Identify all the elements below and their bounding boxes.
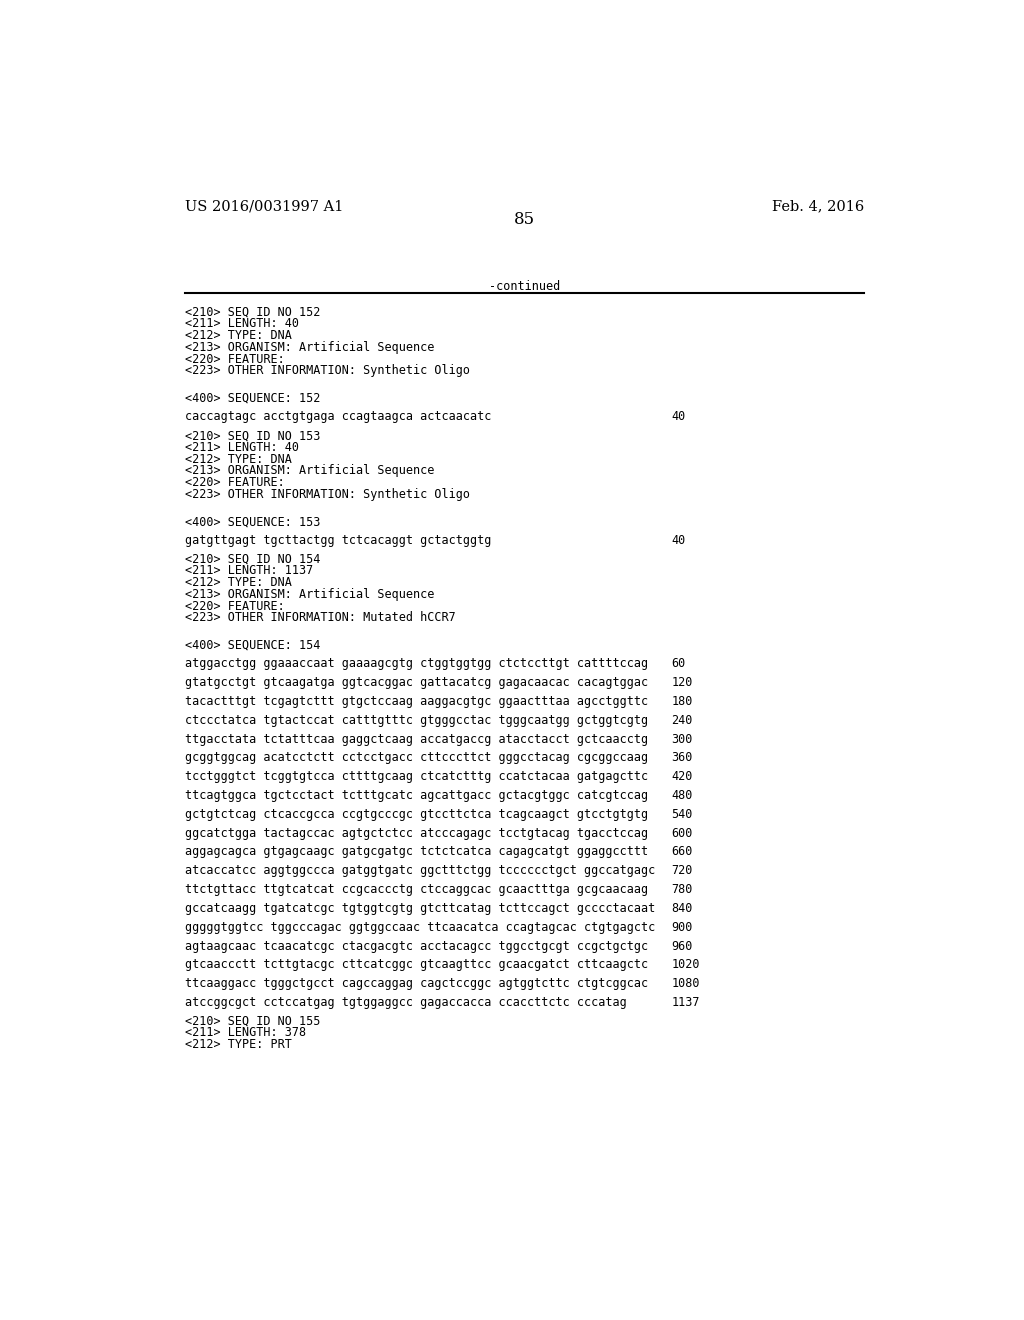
Text: <223> OTHER INFORMATION: Synthetic Oligo: <223> OTHER INFORMATION: Synthetic Oligo — [185, 364, 470, 378]
Text: 480: 480 — [672, 789, 693, 803]
Text: agtaagcaac tcaacatcgc ctacgacgtc acctacagcc tggcctgcgt ccgctgctgc: agtaagcaac tcaacatcgc ctacgacgtc acctaca… — [185, 940, 648, 953]
Text: 40: 40 — [672, 411, 686, 424]
Text: <223> OTHER INFORMATION: Mutated hCCR7: <223> OTHER INFORMATION: Mutated hCCR7 — [185, 611, 456, 624]
Text: 1020: 1020 — [672, 958, 700, 972]
Text: 1080: 1080 — [672, 977, 700, 990]
Text: 40: 40 — [672, 535, 686, 546]
Text: ggcatctgga tactagccac agtgctctcc atcccagagc tcctgtacag tgacctccag: ggcatctgga tactagccac agtgctctcc atcccag… — [185, 826, 648, 840]
Text: gatgttgagt tgcttactgg tctcacaggt gctactggtg: gatgttgagt tgcttactgg tctcacaggt gctactg… — [185, 535, 492, 546]
Text: <213> ORGANISM: Artificial Sequence: <213> ORGANISM: Artificial Sequence — [185, 465, 434, 478]
Text: 840: 840 — [672, 902, 693, 915]
Text: <211> LENGTH: 40: <211> LENGTH: 40 — [185, 318, 299, 330]
Text: 540: 540 — [672, 808, 693, 821]
Text: <400> SEQUENCE: 154: <400> SEQUENCE: 154 — [185, 639, 321, 652]
Text: 120: 120 — [672, 676, 693, 689]
Text: gctgtctcag ctcaccgcca ccgtgcccgc gtccttctca tcagcaagct gtcctgtgtg: gctgtctcag ctcaccgcca ccgtgcccgc gtccttc… — [185, 808, 648, 821]
Text: <210> SEQ ID NO 153: <210> SEQ ID NO 153 — [185, 429, 321, 442]
Text: gtatgcctgt gtcaagatga ggtcacggac gattacatcg gagacaacac cacagtggac: gtatgcctgt gtcaagatga ggtcacggac gattaca… — [185, 676, 648, 689]
Text: 1137: 1137 — [672, 995, 700, 1008]
Text: -continued: -continued — [489, 280, 560, 293]
Text: 180: 180 — [672, 696, 693, 708]
Text: aggagcagca gtgagcaagc gatgcgatgc tctctcatca cagagcatgt ggaggccttt: aggagcagca gtgagcaagc gatgcgatgc tctctca… — [185, 846, 648, 858]
Text: 85: 85 — [514, 211, 536, 228]
Text: Feb. 4, 2016: Feb. 4, 2016 — [772, 199, 864, 213]
Text: <211> LENGTH: 1137: <211> LENGTH: 1137 — [185, 565, 313, 577]
Text: <212> TYPE: DNA: <212> TYPE: DNA — [185, 576, 292, 589]
Text: 660: 660 — [672, 846, 693, 858]
Text: 900: 900 — [672, 920, 693, 933]
Text: 600: 600 — [672, 826, 693, 840]
Text: tcctgggtct tcggtgtcca cttttgcaag ctcatctttg ccatctacaa gatgagcttc: tcctgggtct tcggtgtcca cttttgcaag ctcatct… — [185, 771, 648, 783]
Text: ttcaaggacc tgggctgcct cagccaggag cagctccggc agtggtcttc ctgtcggcac: ttcaaggacc tgggctgcct cagccaggag cagctcc… — [185, 977, 648, 990]
Text: ttctgttacc ttgtcatcat ccgcaccctg ctccaggcac gcaactttga gcgcaacaag: ttctgttacc ttgtcatcat ccgcaccctg ctccagg… — [185, 883, 648, 896]
Text: <210> SEQ ID NO 152: <210> SEQ ID NO 152 — [185, 306, 321, 318]
Text: <223> OTHER INFORMATION: Synthetic Oligo: <223> OTHER INFORMATION: Synthetic Oligo — [185, 487, 470, 500]
Text: gggggtggtcc tggcccagac ggtggccaac ttcaacatca ccagtagcac ctgtgagctc: gggggtggtcc tggcccagac ggtggccaac ttcaac… — [185, 920, 655, 933]
Text: 960: 960 — [672, 940, 693, 953]
Text: 780: 780 — [672, 883, 693, 896]
Text: atcaccatcc aggtggccca gatggtgatc ggctttctgg tcccccctgct ggccatgagc: atcaccatcc aggtggccca gatggtgatc ggctttc… — [185, 865, 655, 878]
Text: ttcagtggca tgctcctact tctttgcatc agcattgacc gctacgtggc catcgtccag: ttcagtggca tgctcctact tctttgcatc agcattg… — [185, 789, 648, 803]
Text: US 2016/0031997 A1: US 2016/0031997 A1 — [185, 199, 343, 213]
Text: <400> SEQUENCE: 152: <400> SEQUENCE: 152 — [185, 392, 321, 405]
Text: <220> FEATURE:: <220> FEATURE: — [185, 477, 285, 488]
Text: 360: 360 — [672, 751, 693, 764]
Text: 300: 300 — [672, 733, 693, 746]
Text: <400> SEQUENCE: 153: <400> SEQUENCE: 153 — [185, 515, 321, 528]
Text: gcggtggcag acatcctctt cctcctgacc cttcccttct gggcctacag cgcggccaag: gcggtggcag acatcctctt cctcctgacc cttccct… — [185, 751, 648, 764]
Text: <220> FEATURE:: <220> FEATURE: — [185, 352, 285, 366]
Text: <212> TYPE: DNA: <212> TYPE: DNA — [185, 453, 292, 466]
Text: <213> ORGANISM: Artificial Sequence: <213> ORGANISM: Artificial Sequence — [185, 587, 434, 601]
Text: ttgacctata tctatttcaa gaggctcaag accatgaccg atacctacct gctcaacctg: ttgacctata tctatttcaa gaggctcaag accatga… — [185, 733, 648, 746]
Text: gccatcaagg tgatcatcgc tgtggtcgtg gtcttcatag tcttccagct gcccctacaat: gccatcaagg tgatcatcgc tgtggtcgtg gtcttca… — [185, 902, 655, 915]
Text: <220> FEATURE:: <220> FEATURE: — [185, 599, 285, 612]
Text: <211> LENGTH: 40: <211> LENGTH: 40 — [185, 441, 299, 454]
Text: <210> SEQ ID NO 154: <210> SEQ ID NO 154 — [185, 553, 321, 566]
Text: <210> SEQ ID NO 155: <210> SEQ ID NO 155 — [185, 1015, 321, 1028]
Text: atccggcgct cctccatgag tgtggaggcc gagaccacca ccaccttctc cccatag: atccggcgct cctccatgag tgtggaggcc gagacca… — [185, 995, 627, 1008]
Text: tacactttgt tcgagtcttt gtgctccaag aaggacgtgc ggaactttaa agcctggttc: tacactttgt tcgagtcttt gtgctccaag aaggacg… — [185, 696, 648, 708]
Text: caccagtagc acctgtgaga ccagtaagca actcaacatc: caccagtagc acctgtgaga ccagtaagca actcaac… — [185, 411, 492, 424]
Text: 720: 720 — [672, 865, 693, 878]
Text: 60: 60 — [672, 657, 686, 671]
Text: <211> LENGTH: 378: <211> LENGTH: 378 — [185, 1027, 306, 1039]
Text: gtcaaccctt tcttgtacgc cttcatcggc gtcaagttcc gcaacgatct cttcaagctc: gtcaaccctt tcttgtacgc cttcatcggc gtcaagt… — [185, 958, 648, 972]
Text: ctccctatca tgtactccat catttgtttc gtgggcctac tgggcaatgg gctggtcgtg: ctccctatca tgtactccat catttgtttc gtgggcc… — [185, 714, 648, 727]
Text: <213> ORGANISM: Artificial Sequence: <213> ORGANISM: Artificial Sequence — [185, 341, 434, 354]
Text: 240: 240 — [672, 714, 693, 727]
Text: 420: 420 — [672, 771, 693, 783]
Text: <212> TYPE: DNA: <212> TYPE: DNA — [185, 329, 292, 342]
Text: atggacctgg ggaaaccaat gaaaagcgtg ctggtggtgg ctctccttgt cattttccag: atggacctgg ggaaaccaat gaaaagcgtg ctggtgg… — [185, 657, 648, 671]
Text: <212> TYPE: PRT: <212> TYPE: PRT — [185, 1038, 292, 1051]
